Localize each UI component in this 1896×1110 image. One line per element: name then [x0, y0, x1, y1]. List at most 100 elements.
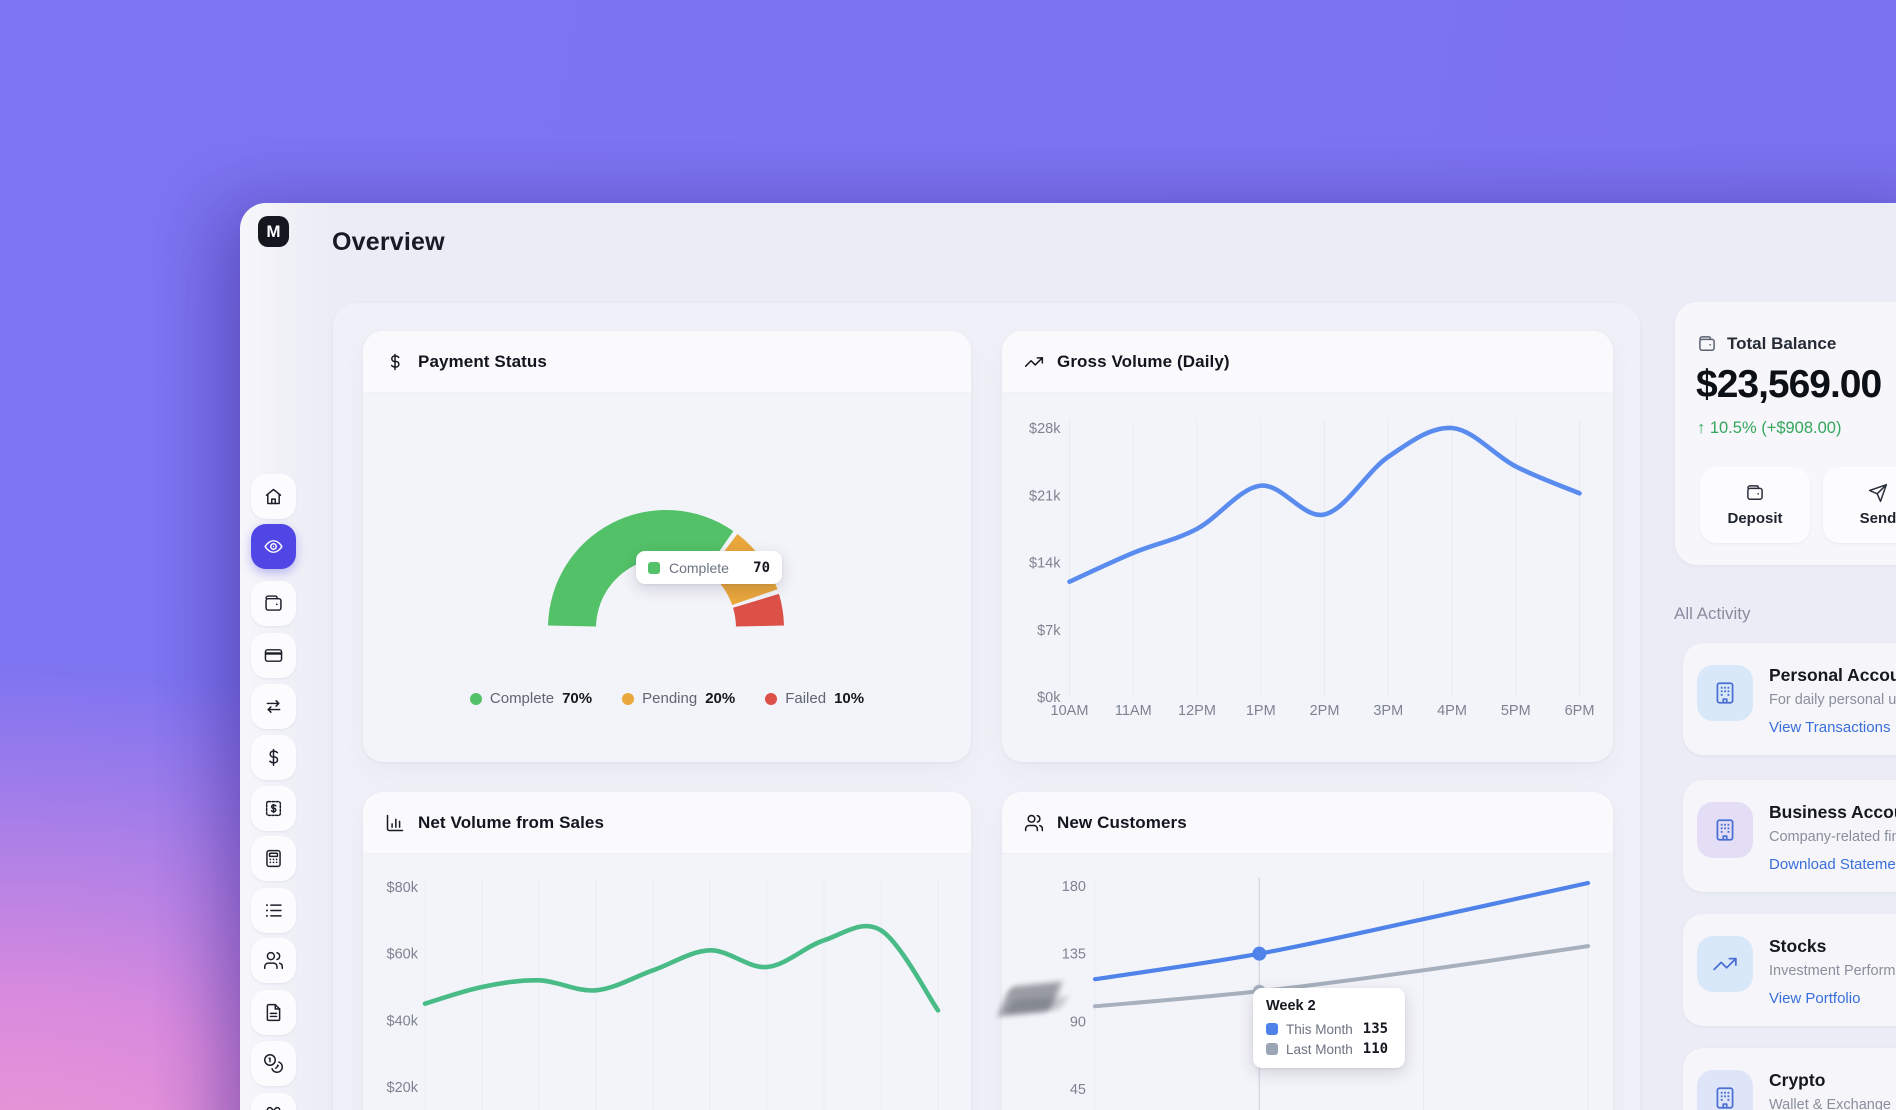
sidebar-item-payments[interactable]	[251, 735, 296, 780]
send-label: Send	[1859, 510, 1896, 527]
svg-text:$7k: $7k	[1037, 623, 1061, 639]
svg-text:4PM: 4PM	[1437, 703, 1467, 719]
sidebar-item-wallet[interactable]	[251, 581, 296, 626]
svg-text:6PM: 6PM	[1565, 703, 1595, 719]
payment-status-card: Payment Status Complete 70 Complete 70%	[363, 331, 971, 762]
users-icon	[264, 951, 283, 970]
gift-icon	[266, 1106, 281, 1110]
this-month-swatch	[1266, 1023, 1278, 1035]
building-icon	[1716, 1087, 1734, 1109]
svg-text:$0k: $0k	[1037, 690, 1061, 706]
calculator-icon	[266, 849, 281, 868]
dashboard-panel: M Overview	[240, 203, 1896, 1110]
activity-title: Personal Account	[1769, 665, 1896, 685]
file-text-icon	[266, 1003, 281, 1022]
view-portfolio-link[interactable]: View Portfolio	[1769, 990, 1861, 1007]
new-customers-body: 45 90 135 180 Week 2 This Month 135 Last Mo…	[1002, 854, 1613, 1110]
new-customers-card: New Customers 45 90 135 180 Week 2 This Mon…	[1002, 792, 1613, 1110]
pending-dot	[622, 692, 635, 705]
net-volume-card: Net Volume from Sales $20k $40k $60k $80k	[363, 792, 971, 1110]
svg-text:$14k: $14k	[1029, 556, 1061, 572]
send-button[interactable]: Send	[1823, 467, 1896, 543]
new-customers-header: New Customers	[1002, 792, 1613, 854]
svg-text:12PM: 12PM	[1178, 703, 1216, 719]
activity-subtitle: Company-related finances	[1769, 829, 1896, 845]
failed-dot	[765, 692, 778, 705]
net-volume-chart: $20k $40k $60k $80k	[387, 879, 941, 1110]
sidebar-item-home[interactable]	[251, 474, 296, 519]
card-title: Net Volume from Sales	[418, 812, 605, 832]
trending-up-icon	[1024, 356, 1044, 367]
icon-tile	[1697, 665, 1753, 721]
transfer-arrows-icon	[266, 700, 281, 713]
tooltip-row: Last Month 110	[1266, 1041, 1392, 1057]
payment-status-body: Complete 70 Complete 70% Pending 20%	[363, 393, 971, 762]
sidebar-item-transfers[interactable]	[251, 684, 296, 729]
legend-item-pending: Pending 20%	[622, 690, 735, 707]
app-logo: M	[258, 216, 289, 247]
total-balance-card: Total Balance $23,569.00 ↑ 10.5% (+$908.…	[1675, 302, 1896, 565]
download-statement-link[interactable]: Download Statement	[1769, 856, 1896, 873]
sidebar-item-list[interactable]	[251, 888, 296, 933]
total-balance-label: Total Balance	[1727, 334, 1837, 353]
sidebar-item-invoices[interactable]	[251, 786, 296, 831]
gross-volume-body: $0k $7k $14k $21k $28k 10AM 11AM 12PM 1PM 2PM 3PM 4…	[1002, 393, 1613, 762]
net-volume-header: Net Volume from Sales	[363, 792, 971, 854]
dollar-icon	[269, 748, 279, 767]
week2-tooltip: Week 2 This Month 135 Last Month 110	[1253, 988, 1405, 1068]
svg-text:$40k: $40k	[387, 1013, 419, 1029]
deposit-button[interactable]: Deposit	[1700, 467, 1810, 543]
activity-title: Business Account	[1769, 802, 1896, 822]
activity-subtitle: Wallet & Exchange	[1769, 1097, 1891, 1110]
sidebar-item-cards[interactable]	[251, 633, 296, 678]
all-activity-header: All Activity	[1674, 604, 1751, 623]
card-title: Payment Status	[418, 351, 547, 371]
svg-text:90: 90	[1070, 1014, 1086, 1030]
activity-title: Crypto	[1769, 1070, 1826, 1090]
trending-up-icon	[1713, 957, 1737, 971]
gauge-legend: Complete 70% Pending 20% Failed 10%	[363, 690, 971, 707]
svg-text:3PM: 3PM	[1373, 703, 1403, 719]
new-customers-chart: 45 90 135 180	[1062, 878, 1591, 1110]
sidebar-item-coins[interactable]	[251, 1041, 296, 1086]
last-month-swatch	[1266, 1043, 1278, 1055]
coins-icon	[264, 1054, 283, 1073]
svg-text:$28k: $28k	[1029, 421, 1061, 437]
sidebar-item-gifts[interactable]	[251, 1093, 296, 1110]
sidebar-item-calculator[interactable]	[251, 836, 296, 881]
activity-item-personal-account[interactable]: Personal Account For daily personal use …	[1683, 643, 1896, 755]
gross-volume-card: Gross Volume (Daily) $0k $7k $14k $21k $28k 1…	[1002, 331, 1613, 762]
sidebar-item-documents[interactable]	[251, 990, 296, 1035]
svg-text:2PM: 2PM	[1310, 703, 1340, 719]
send-icon	[1868, 483, 1888, 503]
credit-card-icon	[264, 649, 283, 662]
payment-status-header: Payment Status	[363, 331, 971, 393]
total-balance-row: Total Balance	[1697, 334, 1836, 354]
activity-subtitle: For daily personal use	[1769, 692, 1896, 708]
sidebar-item-customers[interactable]	[251, 938, 296, 983]
building-icon	[1716, 682, 1734, 704]
charts-container: Payment Status Complete 70 Complete 70%	[333, 303, 1640, 1110]
svg-text:$60k: $60k	[387, 947, 419, 963]
dollar-icon	[390, 353, 400, 370]
legend-item-failed: Failed 10%	[765, 690, 864, 707]
activity-item-crypto[interactable]: Crypto Wallet & Exchange	[1683, 1048, 1896, 1110]
activity-item-business-account[interactable]: Business Account Company-related finance…	[1683, 780, 1896, 892]
building-icon	[1716, 819, 1734, 841]
svg-text:$80k: $80k	[387, 880, 419, 896]
total-balance-amount: $23,569.00	[1696, 363, 1882, 406]
tooltip-row: This Month 135	[1266, 1021, 1392, 1037]
icon-tile	[1697, 802, 1753, 858]
icon-tile	[1697, 936, 1753, 992]
view-transactions-link[interactable]: View Transactions	[1769, 719, 1891, 736]
gross-volume-chart: $0k $7k $14k $21k $28k 10AM 11AM 12PM 1PM 2PM 3PM 4…	[1029, 420, 1595, 719]
net-volume-body: $20k $40k $60k $80k	[363, 854, 971, 1110]
complete-dot	[469, 692, 482, 705]
activity-item-stocks[interactable]: Stocks Investment Performance View Portf…	[1683, 914, 1896, 1026]
sidebar-item-overview[interactable]	[251, 524, 296, 569]
legend-swatch	[648, 561, 660, 574]
svg-text:10AM: 10AM	[1051, 703, 1089, 719]
page-title: Overview	[332, 228, 445, 256]
wallet-icon	[265, 595, 282, 611]
